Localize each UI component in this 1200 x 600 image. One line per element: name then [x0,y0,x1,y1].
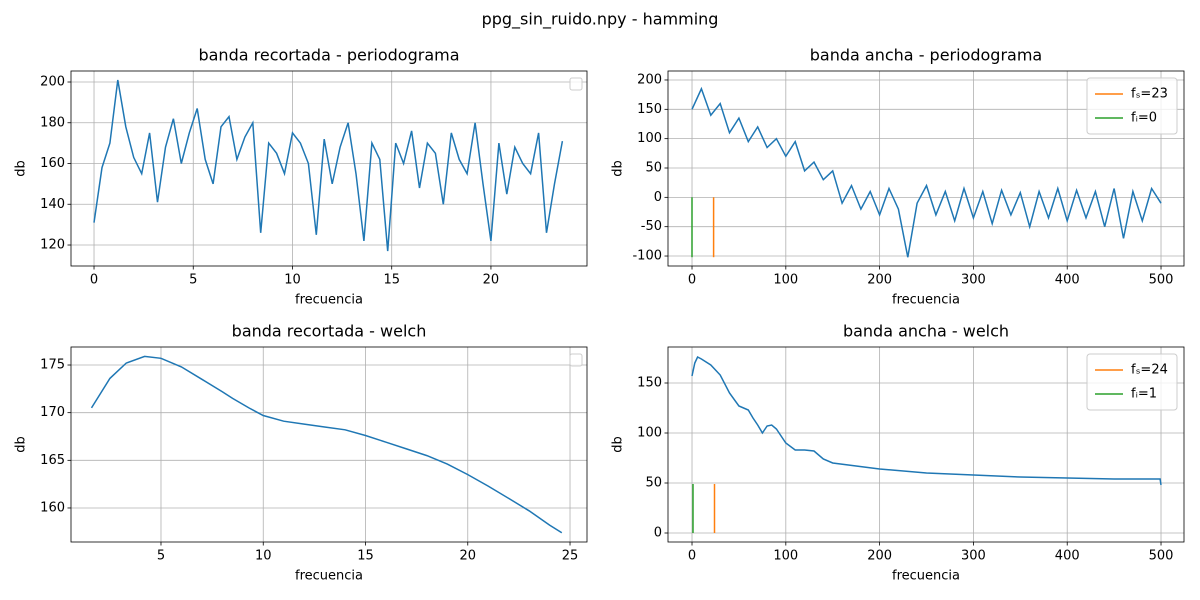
x-tick-label: 25 [562,549,579,564]
data-line [93,79,564,252]
x-tick-label: 200 [867,273,892,288]
x-axis-label: frecuencia [295,293,363,308]
y-tick-label: 140 [40,197,65,212]
x-tick-label: 10 [255,549,272,564]
x-tick-label: 500 [1149,549,1174,564]
figure-title: ppg_sin_ruido.npy - hamming [482,10,719,30]
y-tick-label: -50 [641,219,662,234]
y-tick-label: 120 [40,238,65,253]
x-tick-label: 400 [1055,549,1080,564]
x-tick-label: 100 [773,549,798,564]
x-tick-label: 0 [90,273,98,288]
subplot-title: banda ancha - welch [843,322,1009,341]
axes-frame [70,70,588,267]
y-tick-label: 170 [40,405,65,420]
data-line [691,355,1162,486]
y-tick-label: 180 [40,115,65,130]
x-tick-label: 300 [961,273,986,288]
y-tick-label: 160 [40,156,65,171]
y-tick-label: 0 [654,190,662,205]
y-tick-label: 200 [40,75,65,90]
x-tick-label: 200 [867,549,892,564]
y-tick-label: 50 [645,161,662,176]
legend-label: fᵢ=1 [1131,387,1157,402]
y-tick-label: 175 [40,358,65,373]
x-tick-label: 20 [483,273,500,288]
legend-label: fᵢ=0 [1131,111,1157,126]
y-tick-label: 150 [637,102,662,117]
y-axis-label: db [611,160,626,177]
y-tick-label: 50 [645,476,662,491]
x-tick-label: 15 [383,273,400,288]
y-tick-label: 100 [637,131,662,146]
x-tick-label: 5 [157,549,165,564]
y-tick-label: 100 [637,426,662,441]
legend-label: fₛ=24 [1131,363,1168,378]
axes-frame [667,70,1185,267]
legend-box [1086,77,1178,135]
subplot-title: banda recortada - periodograma [198,46,459,65]
y-axis-label: db [611,436,626,453]
x-tick-label: 10 [284,273,301,288]
y-tick-label: 0 [654,526,662,541]
axes-frame [70,346,588,543]
x-tick-label: 400 [1055,273,1080,288]
y-tick-label: 160 [40,500,65,515]
y-tick-label: 200 [637,72,662,87]
y-axis-label: db [14,160,29,177]
x-axis-label: frecuencia [892,293,960,308]
subplot-title: banda recortada - welch [232,322,427,341]
x-tick-label: 100 [773,273,798,288]
x-tick-label: 0 [688,549,696,564]
x-tick-label: 300 [961,549,986,564]
x-tick-label: 500 [1149,273,1174,288]
data-line [691,86,1162,258]
y-tick-label: 165 [40,453,65,468]
x-tick-label: 0 [688,273,696,288]
data-line [90,355,563,534]
legend-label: fₛ=23 [1131,87,1168,102]
legend-box [569,353,583,367]
x-tick-label: 5 [189,273,197,288]
axes-frame [667,346,1185,543]
legend-box [569,77,583,91]
y-tick-label: -100 [632,249,662,264]
y-axis-label: db [14,436,29,453]
y-tick-label: 150 [637,376,662,391]
x-axis-label: frecuencia [295,569,363,584]
x-axis-label: frecuencia [892,569,960,584]
x-tick-label: 15 [357,549,374,564]
subplot-title: banda ancha - periodograma [810,46,1042,65]
legend-box [1086,353,1178,411]
x-tick-label: 20 [459,549,476,564]
